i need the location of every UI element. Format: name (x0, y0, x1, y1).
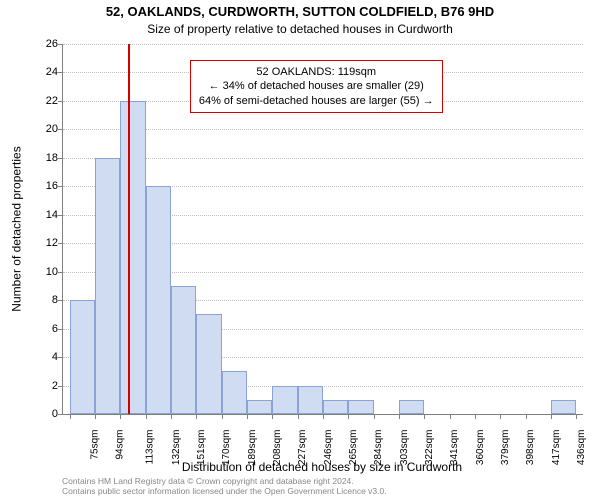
y-tick-mark (58, 186, 63, 187)
bar (348, 400, 373, 414)
bar (146, 186, 171, 414)
property-marker-line (128, 44, 130, 414)
annotation-line1: 52 OAKLANDS: 119sqm (256, 66, 376, 78)
y-tick-mark (58, 272, 63, 273)
y-tick-mark (58, 386, 63, 387)
y-tick-label: 18 (34, 152, 58, 164)
bar (298, 386, 323, 414)
y-tick-label: 14 (34, 209, 58, 221)
annotation-line3: 64% of semi-detached houses are larger (… (199, 95, 434, 107)
y-tick-label: 2 (34, 380, 58, 392)
x-axis-title: Distribution of detached houses by size … (62, 460, 582, 474)
bar (222, 371, 247, 414)
license-text: Contains HM Land Registry data © Crown c… (62, 477, 582, 497)
chart-title: 52, OAKLANDS, CURDWORTH, SUTTON COLDFIEL… (0, 4, 600, 19)
y-tick-label: 12 (34, 237, 58, 249)
bar (171, 286, 196, 414)
y-axis-title-text: Number of detached properties (10, 146, 24, 311)
y-tick-mark (58, 300, 63, 301)
plot-area: 52 OAKLANDS: 119sqm ← 34% of detached hou… (62, 44, 583, 415)
y-tick-label: 6 (34, 323, 58, 335)
license-line1: Contains HM Land Registry data © Crown c… (62, 476, 354, 486)
y-tick-mark (58, 158, 63, 159)
annotation-box: 52 OAKLANDS: 119sqm ← 34% of detached hou… (190, 60, 443, 113)
y-tick-mark (58, 44, 63, 45)
license-line2: Contains public sector information licen… (62, 486, 387, 496)
annotation-line2: ← 34% of detached houses are smaller (29… (209, 80, 424, 92)
y-tick-mark (58, 72, 63, 73)
y-tick-label: 4 (34, 351, 58, 363)
bar (323, 400, 348, 414)
bar (196, 314, 221, 414)
bar (120, 101, 145, 414)
x-tick-label: 94sqm (115, 430, 126, 460)
bar (70, 300, 95, 414)
y-tick-mark (58, 101, 63, 102)
bar (551, 400, 576, 414)
y-tick-label: 20 (34, 123, 58, 135)
y-tick-mark (58, 357, 63, 358)
y-tick-label: 8 (34, 294, 58, 306)
y-axis-title: Number of detached properties (8, 44, 26, 414)
y-tick-label: 0 (34, 408, 58, 420)
bar (272, 386, 297, 414)
y-tick-mark (58, 215, 63, 216)
x-tick-label: 75sqm (89, 430, 100, 460)
bar (399, 400, 424, 414)
y-tick-label: 16 (34, 180, 58, 192)
y-tick-label: 22 (34, 95, 58, 107)
y-tick-mark (58, 329, 63, 330)
y-tick-label: 24 (34, 66, 58, 78)
y-tick-label: 26 (34, 38, 58, 50)
y-tick-mark (58, 243, 63, 244)
chart-container: 52, OAKLANDS, CURDWORTH, SUTTON COLDFIEL… (0, 0, 600, 500)
y-tick-mark (58, 129, 63, 130)
y-tick-layer: 02468101214161820222426 (30, 44, 62, 414)
gridline (63, 44, 583, 45)
x-tick-layer: 75sqm94sqm113sqm132sqm151sqm170sqm189sqm… (62, 414, 582, 460)
bar (95, 158, 120, 414)
chart-subtitle: Size of property relative to detached ho… (0, 22, 600, 36)
bar (247, 400, 272, 414)
y-tick-label: 10 (34, 266, 58, 278)
